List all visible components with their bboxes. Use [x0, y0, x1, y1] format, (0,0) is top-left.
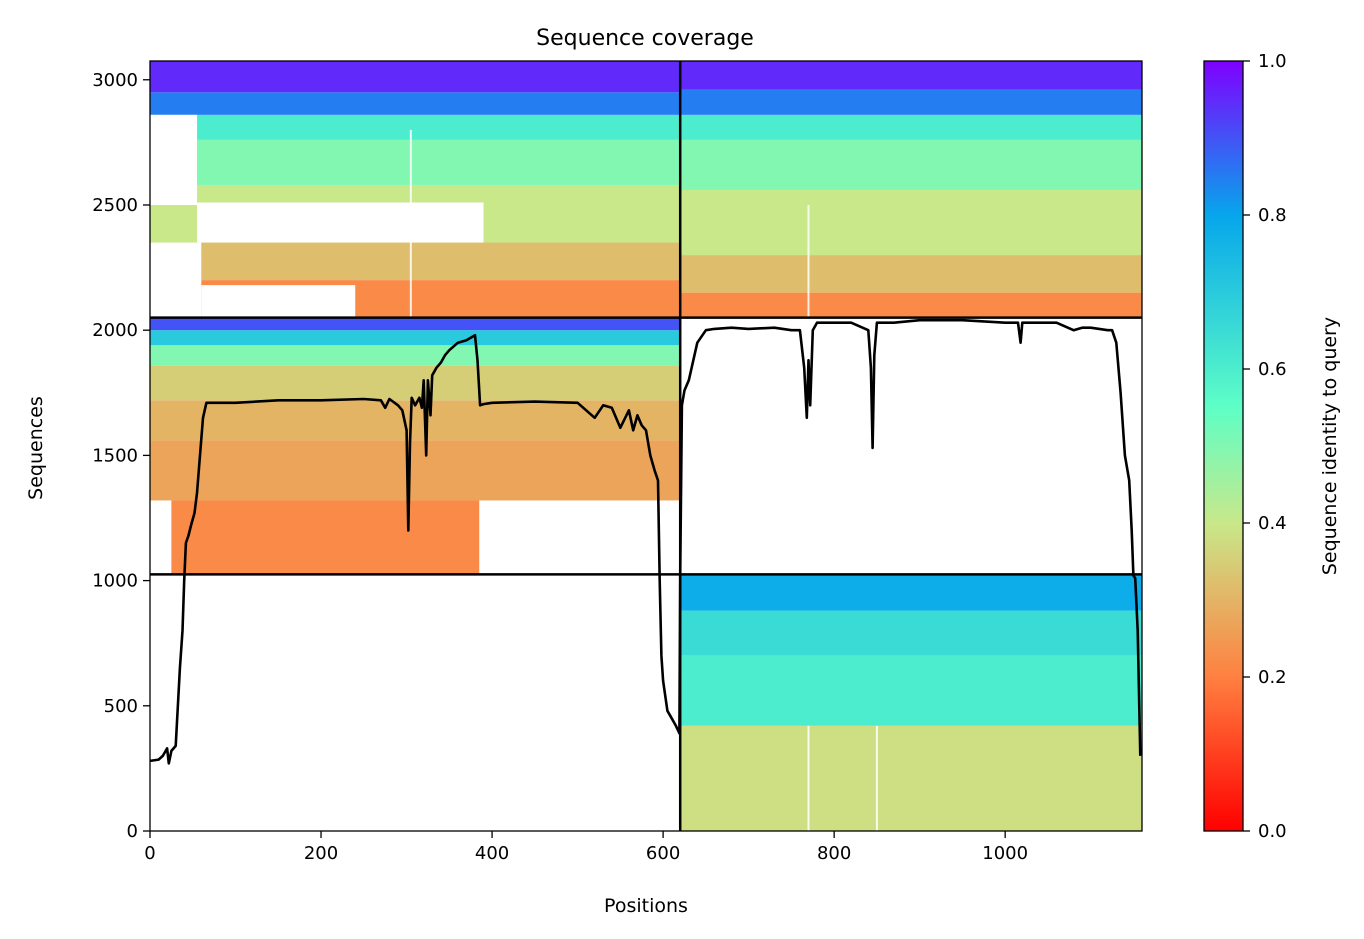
colorbar-tick-label: 0.8 — [1258, 205, 1287, 226]
colorbar — [1203, 60, 1244, 832]
chain2-unpaired-band-2 — [680, 189, 1142, 256]
gap-paired-left-edge — [150, 500, 172, 575]
x-tick-label: 600 — [646, 843, 680, 864]
chart-title: Sequence coverage — [536, 26, 754, 51]
y-tick-label: 3000 — [92, 70, 138, 91]
x-axis-label: Positions — [604, 895, 688, 917]
gap-speckles — [150, 114, 878, 831]
chain1-paired-band-2 — [150, 400, 681, 441]
chain2-padded-band-2 — [680, 610, 1142, 656]
chain1-paired-band-4 — [150, 345, 681, 366]
gap-chain1-mid-left — [197, 202, 484, 243]
colorbar-tick-label: 0.0 — [1258, 821, 1287, 842]
chain2-padded-band-3 — [680, 574, 1142, 611]
colorbar-tick-label: 0.4 — [1258, 513, 1287, 534]
chain1-unpaired-band-4 — [150, 114, 681, 140]
chain2-padded-band-0 — [680, 725, 1142, 831]
chain1-paired-band-3 — [150, 365, 681, 401]
x-tick-label: 0 — [144, 843, 155, 864]
chain2-unpaired-band-5 — [680, 89, 1142, 115]
chain2-unpaired-band-3 — [680, 139, 1142, 190]
chain1-unpaired-band-6 — [150, 61, 681, 93]
chain2-padded-band-1 — [680, 655, 1142, 726]
colorbar-tick-label: 0.2 — [1258, 667, 1287, 688]
chain1-paired-band-5 — [150, 330, 681, 346]
chain1-unpaired-band-5 — [150, 92, 681, 115]
y-tick-label: 500 — [104, 696, 138, 717]
x-axis-ticks: 0 200 400 600 800 1000 — [144, 831, 1028, 864]
coverage-line-series-0 — [150, 318, 1142, 765]
gap-chain1-top-left — [150, 114, 198, 205]
colorbar-tick-label: 1.0 — [1258, 51, 1287, 72]
x-tick-label: 1000 — [982, 843, 1028, 864]
colorbar-label: Sequence identity to query — [1319, 317, 1341, 575]
chain1-unpaired-band-3 — [150, 139, 681, 185]
y-tick-label: 2500 — [92, 195, 138, 216]
y-tick-label: 1500 — [92, 445, 138, 466]
gap-streak — [807, 725, 810, 831]
chain2-unpaired-band-4 — [680, 114, 1142, 140]
chain2-unpaired-band-0 — [680, 292, 1142, 318]
gap-paired-right — [479, 500, 681, 575]
colorbar-tick-label: 0.6 — [1258, 359, 1287, 380]
gap-streak — [875, 725, 878, 831]
chain1-paired-band-1 — [150, 440, 681, 501]
coverage-line — [150, 318, 1142, 765]
colorbar-ticks: 0.0 0.2 0.4 0.6 0.8 1.0 — [1243, 51, 1287, 842]
chain2-unpaired-band-1 — [680, 255, 1142, 293]
x-tick-label: 400 — [475, 843, 509, 864]
gap-streak — [807, 204, 810, 318]
gap-chain1-lower — [201, 285, 356, 318]
plot-frame — [149, 60, 1143, 832]
y-axis-ticks: 0 500 1000 1500 2000 2500 3000 — [92, 70, 150, 842]
chain1-unpaired-band-1 — [150, 242, 681, 281]
y-tick-label: 2000 — [92, 320, 138, 341]
y-tick-label: 0 — [127, 821, 138, 842]
x-tick-label: 200 — [304, 843, 338, 864]
gap-chain1-low-left — [150, 242, 202, 318]
y-axis-label: Sequences — [25, 396, 47, 500]
x-tick-label: 800 — [817, 843, 851, 864]
chain2-unpaired-band-6 — [680, 61, 1142, 90]
gap-streak — [409, 129, 412, 318]
coverage-heatmap — [150, 61, 1142, 831]
y-tick-label: 1000 — [92, 571, 138, 592]
chain1-paired-band-6 — [150, 317, 681, 331]
